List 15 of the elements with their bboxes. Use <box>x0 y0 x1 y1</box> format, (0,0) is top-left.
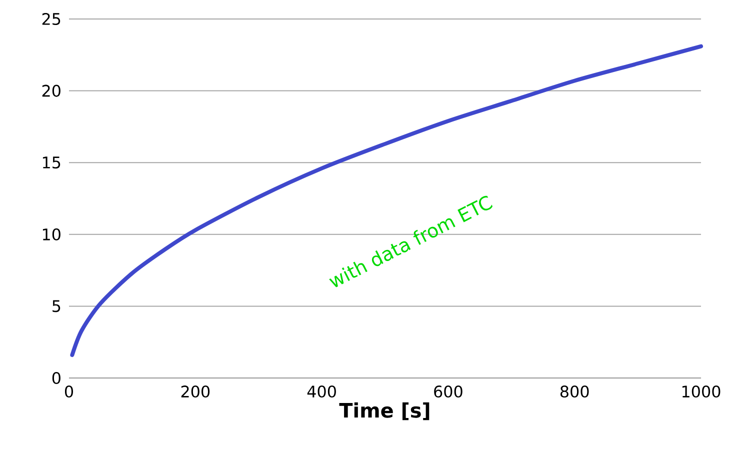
x-tick-label: 0 <box>64 386 74 398</box>
x-tick-label: 600 <box>434 386 462 398</box>
y-tick-label: 10 <box>42 228 60 240</box>
x-tick-label: 400 <box>307 386 336 398</box>
y-tick-label: 15 <box>42 156 60 169</box>
annotation: with data from ETC <box>329 196 493 288</box>
x-tick-label: 1000 <box>682 386 720 398</box>
x-tick-label: 800 <box>560 386 589 398</box>
y-tick-label: 0 <box>52 372 60 384</box>
x-tick-label: 200 <box>181 386 210 398</box>
y-tick-label: 25 <box>42 12 60 26</box>
y-tick-label: 20 <box>42 84 60 97</box>
y-tick-label: 5 <box>52 300 60 312</box>
x-axis-title: Time [s] <box>339 402 430 420</box>
line-series <box>70 44 704 358</box>
